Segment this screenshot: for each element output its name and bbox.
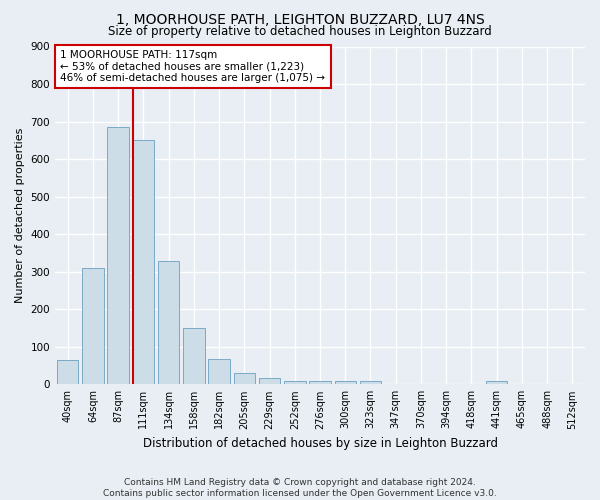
Bar <box>335 380 356 384</box>
Text: Size of property relative to detached houses in Leighton Buzzard: Size of property relative to detached ho… <box>108 25 492 38</box>
Bar <box>158 261 179 384</box>
Bar <box>82 268 104 384</box>
Bar <box>259 378 280 384</box>
Text: 1, MOORHOUSE PATH, LEIGHTON BUZZARD, LU7 4NS: 1, MOORHOUSE PATH, LEIGHTON BUZZARD, LU7… <box>116 12 484 26</box>
Bar <box>309 380 331 384</box>
Bar <box>284 380 305 384</box>
Bar <box>133 140 154 384</box>
Bar <box>57 360 79 384</box>
Bar <box>107 127 129 384</box>
Bar <box>208 359 230 384</box>
Text: 1 MOORHOUSE PATH: 117sqm
← 53% of detached houses are smaller (1,223)
46% of sem: 1 MOORHOUSE PATH: 117sqm ← 53% of detach… <box>61 50 325 83</box>
Bar <box>360 382 381 384</box>
X-axis label: Distribution of detached houses by size in Leighton Buzzard: Distribution of detached houses by size … <box>143 437 497 450</box>
Text: Contains HM Land Registry data © Crown copyright and database right 2024.
Contai: Contains HM Land Registry data © Crown c… <box>103 478 497 498</box>
Bar <box>486 380 508 384</box>
Bar <box>183 328 205 384</box>
Y-axis label: Number of detached properties: Number of detached properties <box>15 128 25 303</box>
Bar <box>233 373 255 384</box>
